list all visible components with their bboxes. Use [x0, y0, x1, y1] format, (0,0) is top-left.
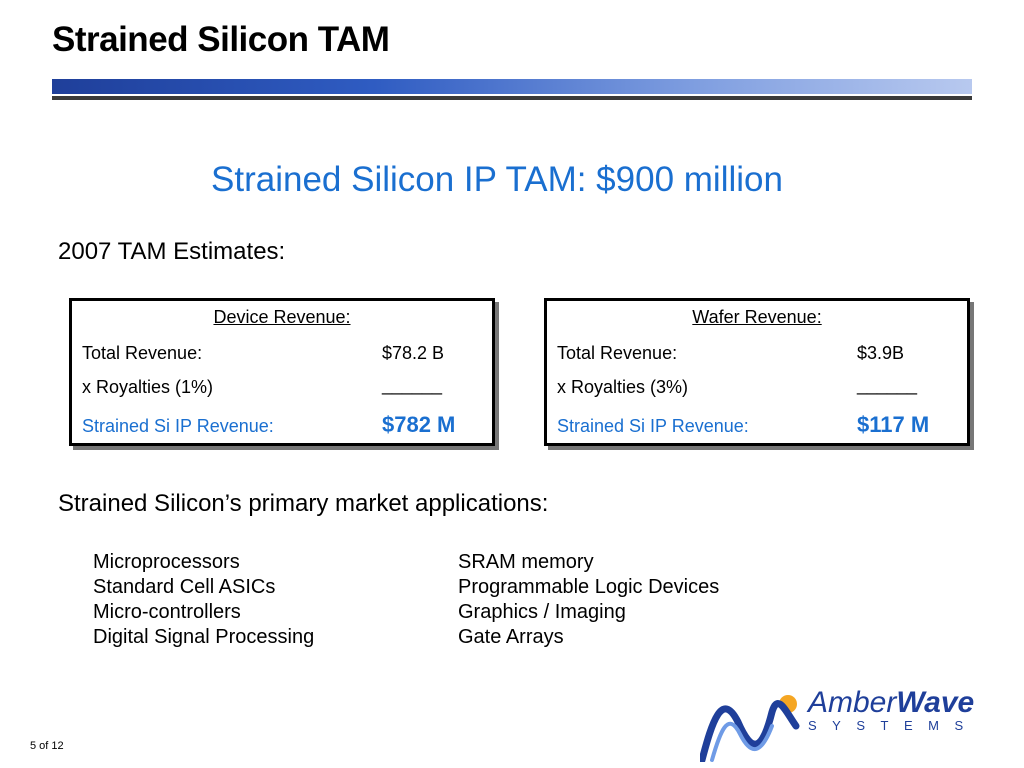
wafer-royalty-label: x Royalties (3%) — [557, 377, 689, 397]
list-item: SRAM memory — [458, 551, 594, 573]
device-ip-label: Strained Si IP Revenue: — [82, 416, 274, 436]
device-ip-value: $782 M — [382, 412, 456, 437]
estimates-heading: 2007 TAM Estimates: — [58, 238, 286, 265]
logo-wave-light-icon — [710, 721, 774, 762]
title-gradient-bar — [52, 79, 972, 94]
device-revenue-box: Device Revenue: Total Revenue: $78.2 B x… — [69, 298, 495, 446]
logo-wordmark: AmberWave — [808, 686, 974, 720]
title-underline-rule — [52, 96, 972, 100]
device-box-heading: Device Revenue: — [213, 307, 351, 327]
wafer-box-heading: Wafer Revenue: — [692, 307, 822, 327]
list-item: Micro-controllers — [93, 601, 241, 623]
list-item: Digital Signal Processing — [93, 626, 315, 648]
list-item: Programmable Logic Devices — [458, 576, 720, 598]
wafer-revenue-box: Wafer Revenue: Total Revenue: $3.9B x Ro… — [544, 298, 970, 446]
slide-title: Strained Silicon TAM — [52, 20, 390, 59]
logo-name-part1: Amber — [808, 686, 897, 719]
applications-left-list: Microprocessors Standard Cell ASICs Micr… — [93, 550, 314, 650]
page-number: 5 of 12 — [30, 740, 64, 752]
wafer-ip-value: $117 M — [857, 412, 930, 437]
logo-tagline: SYSTEMS — [808, 718, 979, 733]
slide-subtitle: Strained Silicon IP TAM: $900 million — [211, 160, 783, 199]
wafer-total-value: $3.9B — [857, 343, 905, 363]
logo-name-part2: Wave — [896, 686, 975, 719]
logo-wave-icon — [700, 700, 800, 762]
list-item: Standard Cell ASICs — [93, 576, 276, 598]
wafer-total-label: Total Revenue: — [557, 343, 678, 363]
list-item: Microprocessors — [93, 551, 240, 573]
applications-right-list: SRAM memory Programmable Logic Devices G… — [458, 550, 719, 650]
device-royalty-label: x Royalties (1%) — [82, 377, 214, 397]
list-item: Gate Arrays — [458, 626, 564, 648]
device-royalty-value: ______ — [382, 375, 443, 395]
applications-heading: Strained Silicon’s primary market applic… — [58, 490, 549, 517]
amberwave-logo-icon — [700, 695, 800, 762]
list-item: Graphics / Imaging — [458, 601, 626, 623]
device-total-value: $78.2 B — [382, 343, 445, 363]
wafer-ip-label: Strained Si IP Revenue: — [557, 416, 749, 436]
device-total-label: Total Revenue: — [82, 343, 203, 363]
wafer-royalty-value: ______ — [857, 375, 918, 395]
